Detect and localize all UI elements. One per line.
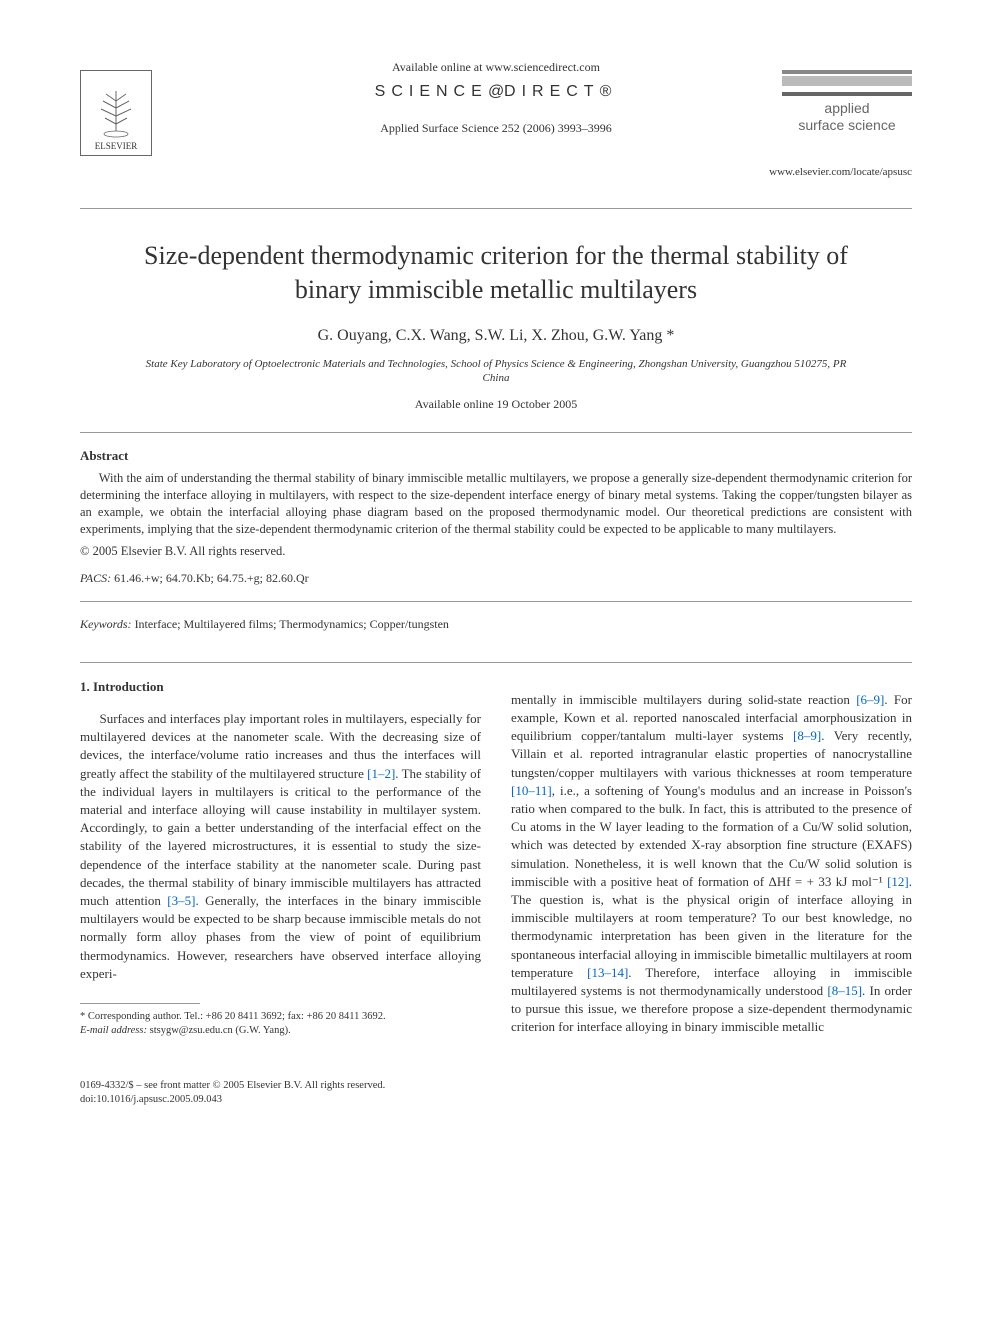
ref-link[interactable]: [8–15] [827, 983, 862, 998]
keywords-text: Interface; Multilayered films; Thermodyn… [135, 617, 449, 631]
ref-link[interactable]: [13–14] [587, 965, 628, 980]
pacs-label: PACS: [80, 571, 111, 585]
ref-link[interactable]: [8–9] [793, 728, 821, 743]
journal-badge: applied surface science [782, 70, 912, 134]
divider [80, 662, 912, 663]
divider [80, 601, 912, 602]
footnote-separator [80, 1003, 200, 1004]
divider [80, 432, 912, 433]
column-right: mentally in immiscible multilayers durin… [511, 678, 912, 1050]
section-1-heading: 1. Introduction [80, 678, 481, 696]
journal-badge-line2: surface science [782, 117, 912, 134]
keywords-label: Keywords: [80, 617, 132, 631]
email-footnote: E-mail address: stsygw@zsu.edu.cn (G.W. … [80, 1024, 481, 1038]
divider [80, 208, 912, 209]
email-address[interactable]: stsygw@zsu.edu.cn (G.W. Yang). [150, 1025, 291, 1036]
ref-link[interactable]: [3–5] [167, 893, 195, 908]
footer: 0169-4332/$ – see front matter © 2005 El… [80, 1079, 912, 1106]
abstract-heading: Abstract [80, 448, 912, 464]
ref-link[interactable]: [10–11] [511, 783, 552, 798]
abstract-copyright: © 2005 Elsevier B.V. All rights reserved… [80, 544, 912, 559]
intro-paragraph: Surfaces and interfaces play important r… [80, 710, 481, 983]
intro-paragraph-cont: mentally in immiscible multilayers durin… [511, 691, 912, 1037]
pacs-line: PACS: 61.46.+w; 64.70.Kb; 64.75.+g; 82.6… [80, 571, 912, 586]
ref-link[interactable]: [1–2] [367, 766, 395, 781]
elsevier-tree-icon [91, 86, 141, 141]
footer-doi: doi:10.1016/j.apsusc.2005.09.043 [80, 1093, 912, 1107]
email-label: E-mail address: [80, 1025, 147, 1036]
keywords-line: Keywords: Interface; Multilayered films;… [80, 617, 912, 632]
footer-copyright: 0169-4332/$ – see front matter © 2005 El… [80, 1079, 912, 1093]
pacs-codes: 61.46.+w; 64.70.Kb; 64.75.+g; 82.60.Qr [114, 571, 309, 585]
publisher-name: ELSEVIER [95, 141, 138, 151]
journal-badge-line1: applied [782, 100, 912, 117]
publisher-logo: ELSEVIER [80, 70, 152, 156]
corresponding-footnote: * Corresponding author. Tel.: +86 20 841… [80, 1010, 481, 1024]
journal-url[interactable]: www.elsevier.com/locate/apsusc [80, 166, 912, 178]
authors: G. Ouyang, C.X. Wang, S.W. Li, X. Zhou, … [80, 327, 912, 345]
abstract-text: With the aim of understanding the therma… [80, 470, 912, 538]
body-columns: 1. Introduction Surfaces and interfaces … [80, 678, 912, 1050]
column-left: 1. Introduction Surfaces and interfaces … [80, 678, 481, 1050]
article-title: Size-dependent thermodynamic criterion f… [140, 239, 852, 307]
date-available: Available online 19 October 2005 [80, 397, 912, 412]
ref-link[interactable]: [6–9] [856, 692, 884, 707]
affiliation: State Key Laboratory of Optoelectronic M… [140, 357, 852, 386]
ref-link[interactable]: [12] [887, 874, 909, 889]
header: ELSEVIER applied surface science Availab… [80, 60, 912, 178]
